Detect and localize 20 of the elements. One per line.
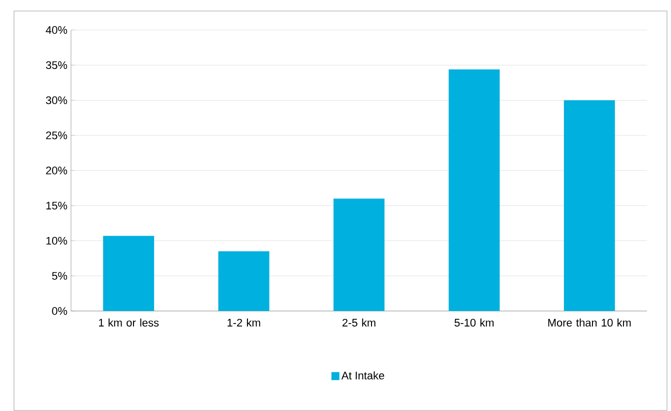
y-tick-label: 25% bbox=[46, 132, 68, 140]
y-tick-label: 40% bbox=[46, 26, 68, 34]
x-tick-label: 1-2 km bbox=[228, 318, 260, 326]
x-tick-label: 2-5 km bbox=[342, 318, 376, 327]
bar bbox=[448, 69, 500, 311]
x-tick-label: More than 10 km bbox=[548, 318, 631, 327]
bar bbox=[334, 198, 385, 311]
y-tick-label: 35% bbox=[46, 61, 68, 70]
y-tick-label: 10% bbox=[46, 236, 68, 245]
y-tick-label: 15% bbox=[46, 202, 68, 210]
bar bbox=[218, 251, 270, 311]
y-tick-label: 30% bbox=[46, 96, 68, 104]
x-tick-label: 1 km or less bbox=[98, 318, 159, 327]
y-tick-label: 5% bbox=[52, 272, 68, 280]
bar bbox=[564, 100, 615, 311]
y-tick-label: 20% bbox=[46, 166, 68, 174]
x-tick-label: 5-10 km bbox=[454, 318, 494, 327]
legend-label: At Intake bbox=[341, 371, 384, 380]
bar bbox=[103, 236, 154, 311]
y-tick-label: 0% bbox=[52, 307, 68, 315]
